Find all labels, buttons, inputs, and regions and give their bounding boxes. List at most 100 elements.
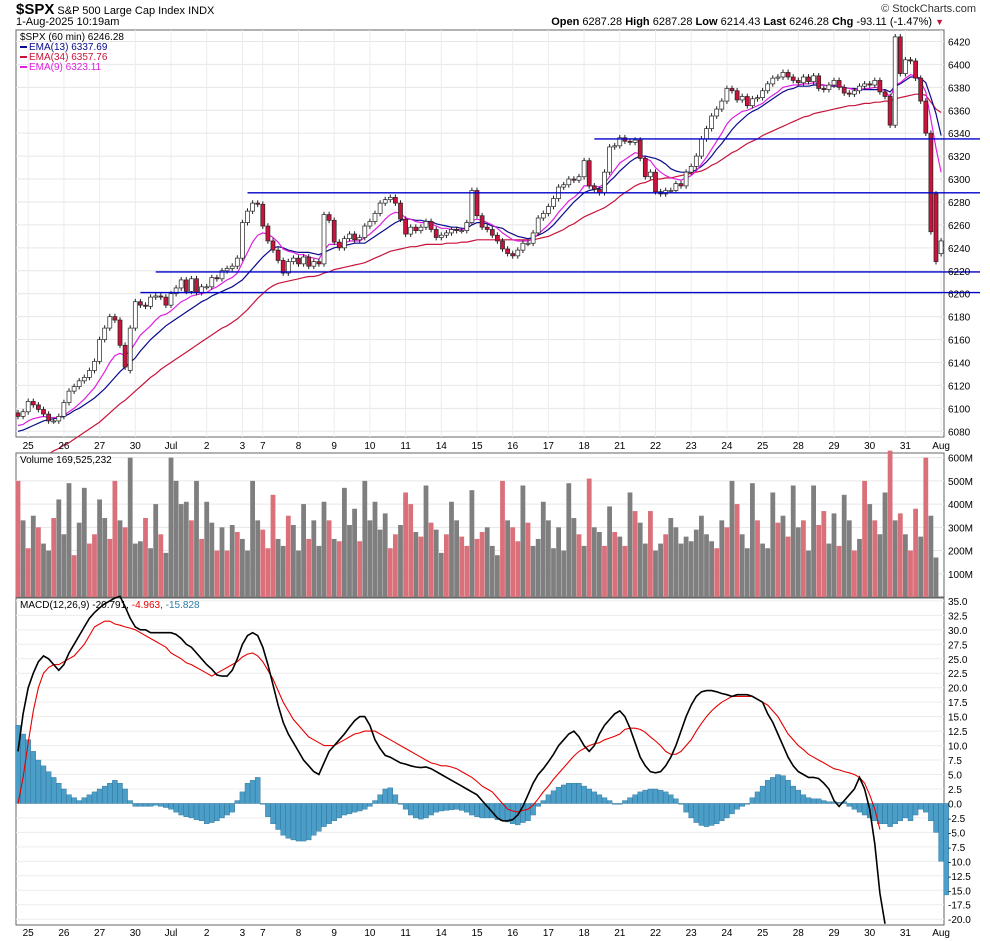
volume-bar: [688, 541, 694, 597]
volume-bar: [816, 525, 822, 597]
candle: [852, 87, 857, 98]
candle-body: [61, 402, 67, 417]
macd-histogram-bar: [448, 803, 455, 811]
x-tick-label: 15: [471, 928, 483, 939]
candle-body: [122, 344, 128, 368]
last-label: Last: [763, 16, 787, 28]
candle-body: [229, 265, 235, 269]
candle-body: [377, 202, 383, 214]
candle-body: [857, 85, 862, 92]
candle-body: [143, 304, 148, 307]
x-tick-label: 22: [650, 928, 662, 939]
candle-body: [454, 229, 459, 231]
macd-histogram-bar: [540, 800, 546, 804]
candle: [183, 277, 189, 295]
ema34-line: [17, 93, 942, 472]
macd-histogram-bar: [173, 803, 179, 813]
candle: [607, 144, 612, 176]
candle-body: [209, 277, 215, 288]
candle-body: [734, 90, 740, 101]
chg-value: -93.11 (-1.47%): [856, 16, 933, 28]
candle-body: [25, 401, 31, 413]
volume-bar: [173, 480, 179, 597]
candle-body: [46, 413, 51, 422]
macd-histogram-bar: [101, 785, 108, 804]
volume-bar: [117, 520, 123, 597]
macd-histogram-bar: [882, 803, 888, 824]
x-tick-label: Aug: [932, 928, 950, 939]
volume-bar: [495, 555, 500, 597]
candle: [204, 283, 210, 290]
volume-bar: [41, 543, 46, 597]
ema9-line: [17, 74, 942, 427]
macd-histogram-bar: [372, 800, 378, 804]
candle: [250, 200, 255, 215]
candle-body: [505, 248, 510, 254]
candle: [515, 247, 521, 259]
candle: [857, 83, 862, 94]
candle-body: [97, 339, 102, 362]
macd-histogram-bar: [765, 780, 771, 804]
x-tick-label: 7: [260, 928, 266, 939]
candle: [484, 224, 490, 233]
x-tick-label: 26: [58, 441, 70, 452]
candle-body: [632, 139, 638, 143]
volume-bar: [489, 545, 495, 597]
volume-bar: [653, 550, 658, 597]
volume-bar: [102, 518, 108, 597]
volume-bar: [428, 522, 434, 597]
macd-histogram-bar: [306, 803, 312, 841]
macd-signal-line: [17, 620, 881, 830]
candle-body: [693, 155, 699, 167]
macd-histogram-bar: [40, 765, 47, 804]
legend-macd-label: MACD(12,26,9): [20, 600, 89, 611]
macd-histogram-bar: [810, 798, 817, 804]
macd-histogram-bar: [581, 785, 587, 804]
candle-body: [306, 256, 312, 267]
candle-body: [403, 218, 408, 235]
x-tick-label: 8: [296, 441, 302, 452]
candle-body: [127, 327, 133, 371]
volume-bar: [46, 550, 51, 597]
candle: [51, 418, 57, 424]
macd-histogram-bar: [673, 798, 679, 804]
volume-bar: [132, 543, 138, 597]
candle-body: [117, 319, 123, 346]
macd-histogram-bar: [397, 803, 404, 805]
volume-bar: [760, 543, 765, 597]
macd-panel: 35.0 32.5 30.0 27.5 25.0 22.5 20.0 17.5 15.0 12.5…: [15, 595, 971, 926]
high-value: 6287.28: [652, 16, 693, 28]
macd-histogram-bar: [188, 803, 195, 819]
volume-bar: [418, 536, 424, 597]
candle: [841, 84, 847, 96]
macd-histogram-bar: [464, 803, 470, 813]
price-tick-label: 6260: [948, 221, 971, 232]
candle: [806, 74, 811, 85]
volume-bar: [316, 545, 322, 597]
x-tick-label: 11: [400, 441, 411, 452]
volume-bar: [729, 480, 735, 597]
candle-body: [775, 76, 781, 79]
candle: [586, 157, 592, 189]
candle-body: [433, 229, 439, 238]
macd-tick-label: -17.5: [948, 901, 971, 912]
candle-body: [586, 160, 592, 187]
candle-body: [234, 257, 240, 267]
macd-histogram-bar: [596, 794, 603, 804]
macd-histogram-bar: [714, 803, 720, 824]
candle: [393, 194, 398, 206]
macd-histogram-bar: [326, 803, 332, 824]
candle: [209, 274, 215, 290]
x-tick-label: 11: [400, 928, 411, 939]
macd-histogram-bar: [122, 788, 128, 804]
candle: [438, 232, 444, 241]
macd-tick-label: -12.5: [948, 872, 971, 883]
volume-bar: [535, 538, 541, 597]
x-tick-label: 25: [757, 928, 769, 939]
candle: [928, 130, 934, 235]
macd-histogram-bar: [571, 783, 577, 804]
volume-bar: [923, 457, 929, 597]
volume-bar: [168, 457, 174, 597]
volume-bar: [30, 515, 36, 597]
volume-bar: [908, 550, 913, 597]
